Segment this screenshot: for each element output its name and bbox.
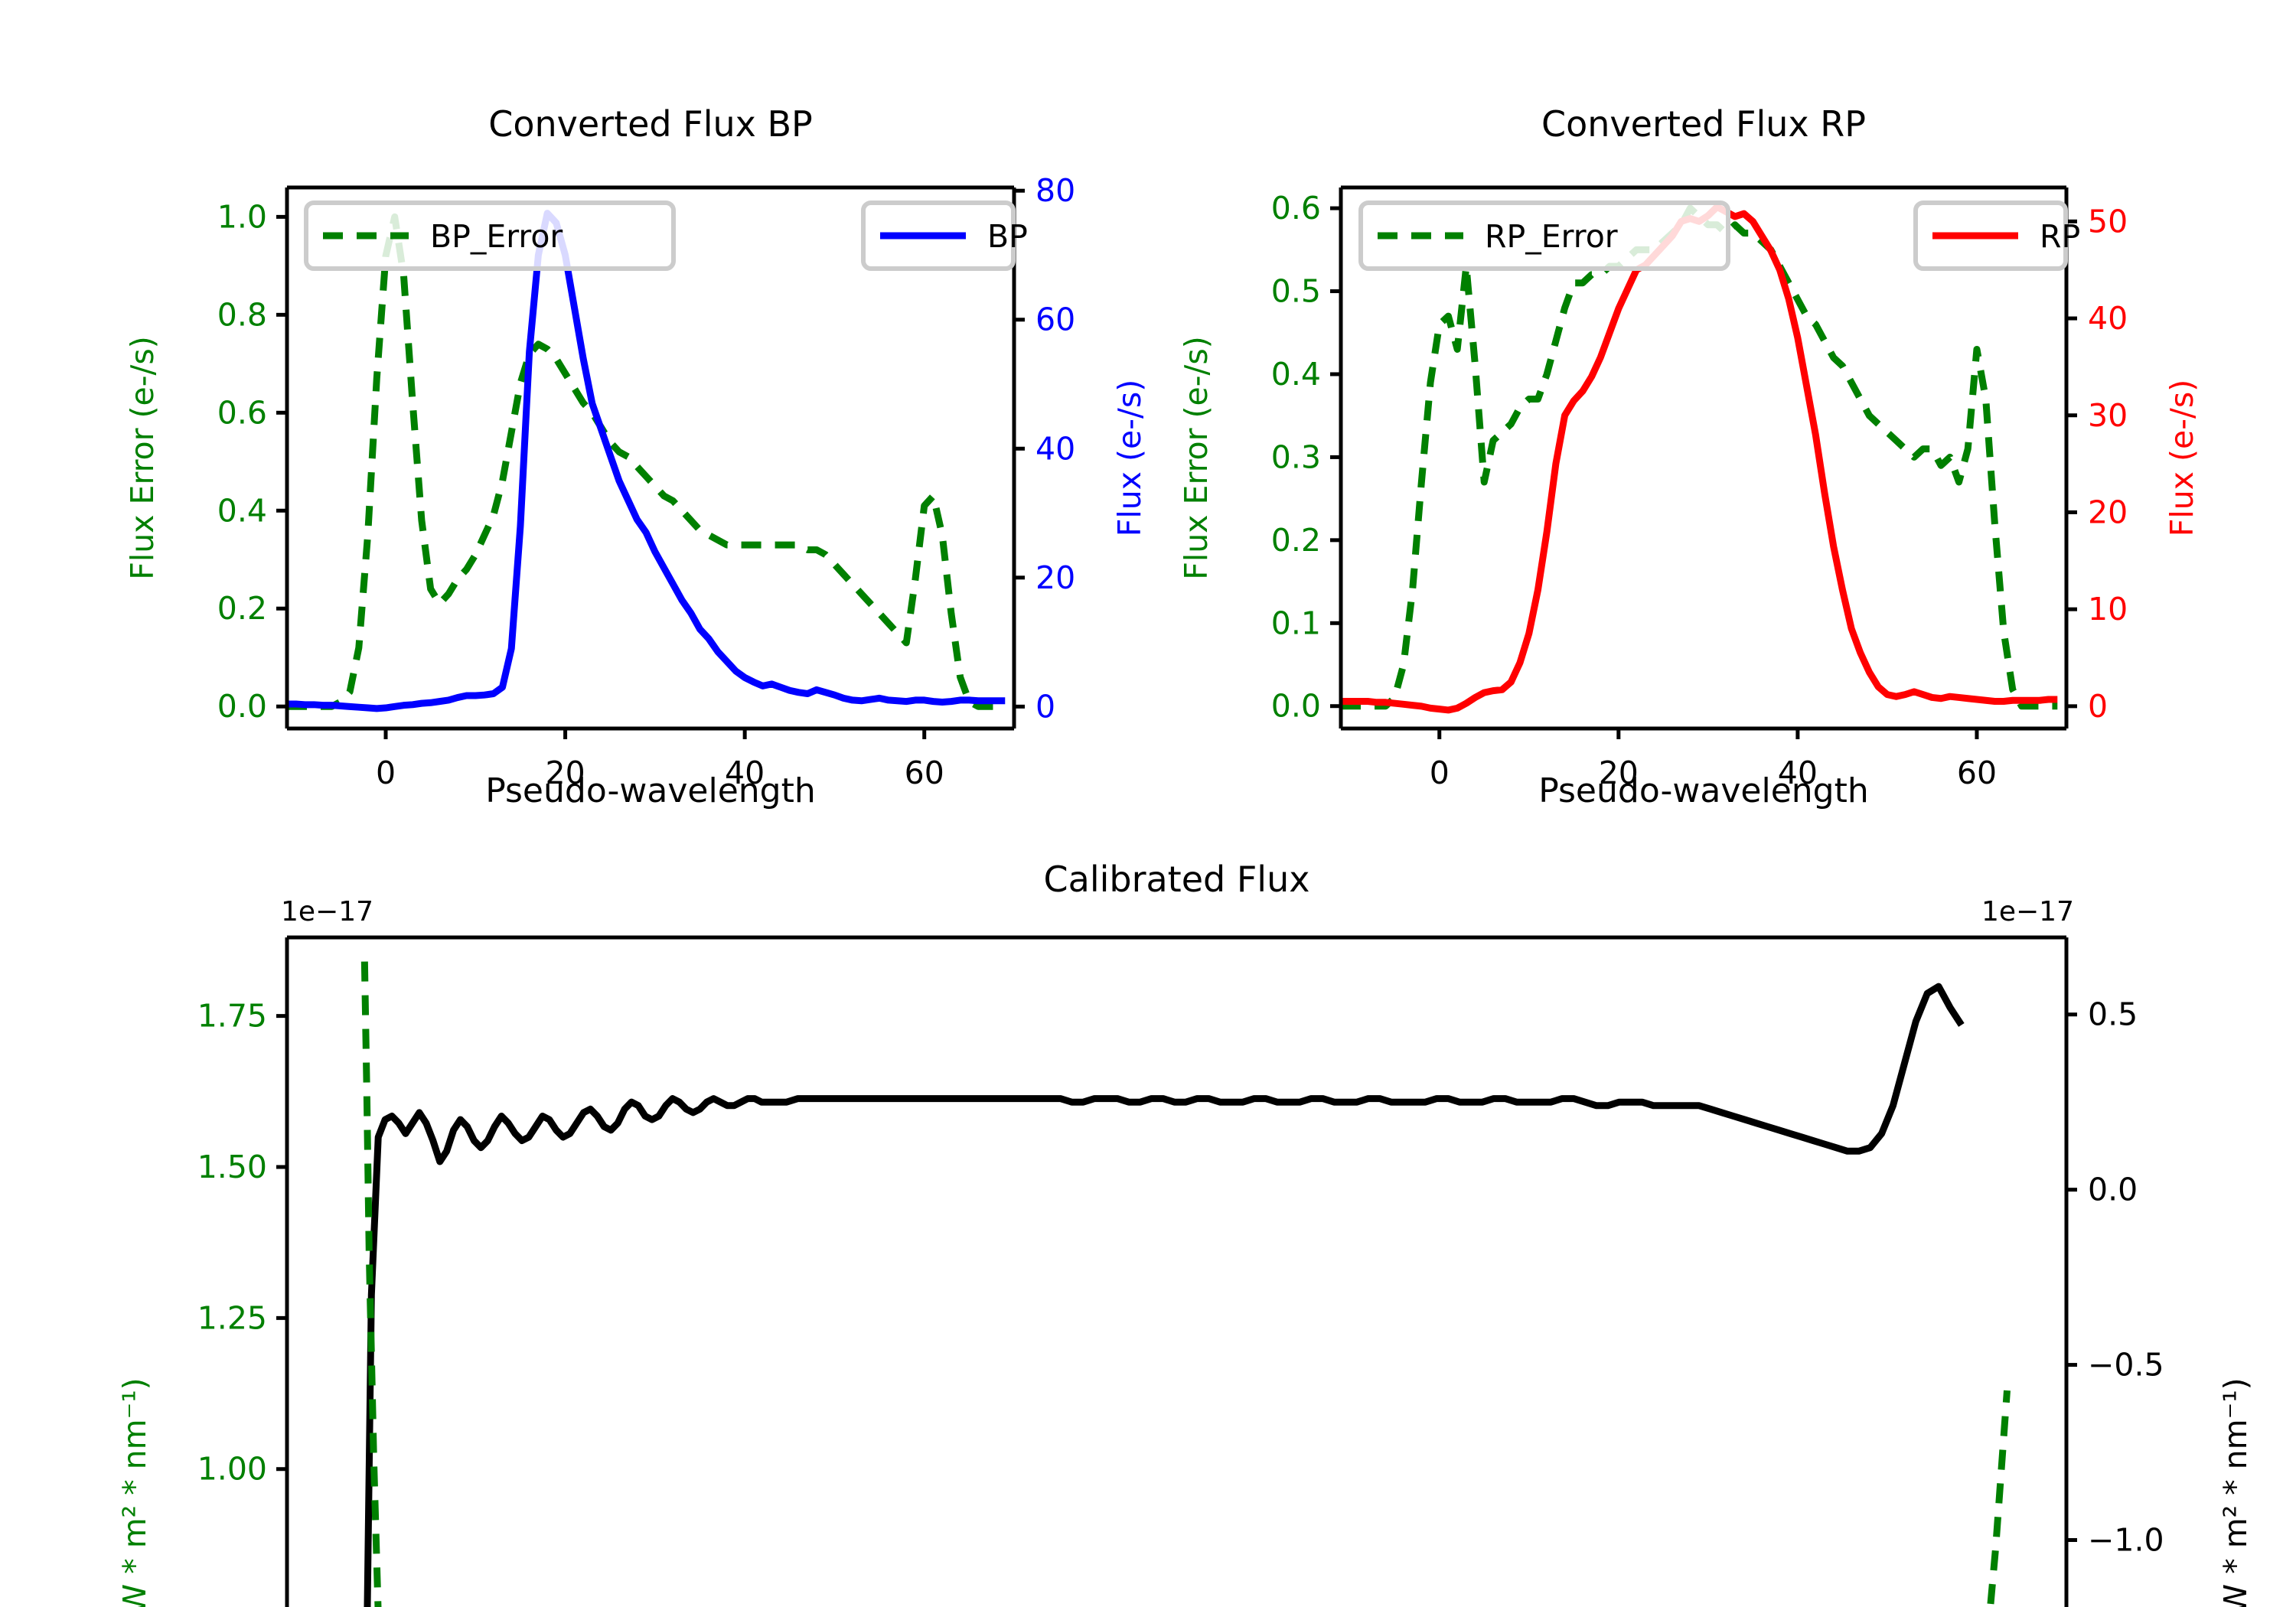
y-tick-label-left: 0.5 — [1271, 273, 1321, 310]
chart-title: Converted Flux RP — [1541, 103, 1866, 145]
y-tick-label-right: 30 — [2088, 397, 2128, 434]
legend-rp[interactable]: RP — [1913, 200, 2080, 271]
legend-label-rp_error: RP_Error — [1485, 218, 1618, 255]
x-axis-label: Pseudo-wavelength — [1538, 771, 1869, 810]
series-line-bp — [287, 210, 1006, 712]
y-tick-label-left: 0.1 — [1271, 605, 1321, 641]
y-exponent-left: 1e−17 — [281, 896, 373, 927]
plot-area — [360, 961, 2011, 1607]
y-exponent-right: 1e−17 — [1981, 896, 2074, 927]
y-tick-label-right: 50 — [2088, 203, 2128, 240]
series-line-bp_error — [287, 213, 1006, 710]
y-axis-right: 0 10 20 30 40 50 Flux (e-/s) — [2066, 203, 2200, 725]
x-tick-label: 20 — [1599, 755, 1639, 791]
y-tick-label-right: 10 — [2088, 591, 2128, 627]
y-axis-label-left: Flux Error (e-/s) — [124, 336, 161, 579]
y-axis-label-left: Flux Error (e-/s) — [1178, 336, 1215, 579]
y-tick-label-left: 0.75 — [197, 1602, 267, 1607]
x-tick-label: 0 — [1430, 755, 1450, 791]
x-tick-label: 60 — [905, 755, 944, 791]
chart-calibrated-flux: 3004005006007008009001000Wavelength (nm)… — [116, 859, 2254, 1607]
series-line-rp_error — [1341, 204, 2058, 710]
y-axis-label-right: Flux (W * m² * nm⁻¹) — [2217, 1377, 2254, 1607]
y-axis-label-left: Flux (W * m² * nm⁻¹) — [116, 1377, 153, 1607]
x-tick-label: 40 — [725, 755, 765, 791]
y-tick-label-right: 40 — [1035, 430, 1075, 467]
y-tick-label-right: 20 — [2088, 494, 2128, 530]
series-line-flux — [364, 983, 1965, 1607]
y-tick-label-right: 60 — [1035, 302, 1075, 338]
x-tick-label: 40 — [1778, 755, 1818, 791]
series-line-flux_error — [360, 961, 2011, 1607]
y-tick-label-right: 0.0 — [2088, 1172, 2138, 1208]
plot-area — [1341, 203, 2058, 714]
x-axis: 0 20 40 60 Pseudo-wavelength — [1430, 729, 1997, 810]
panel-converted-flux-bp: 0 20 40 60 Pseudo-wavelength 0.0 0.2 0.4 0.6 0.8 1… — [0, 0, 1148, 819]
axes-spines — [285, 185, 1016, 731]
y-tick-label-left: 0.4 — [1271, 356, 1321, 393]
panel-calibrated-flux: 3004005006007008009001000Wavelength (nm)… — [0, 819, 2296, 1607]
y-tick-label-right: 80 — [1035, 172, 1075, 209]
y-tick-label-left: 0.4 — [217, 492, 267, 529]
y-axis-label-right: Flux (e-/s) — [2164, 380, 2200, 536]
y-tick-label-left: 0.0 — [1271, 688, 1321, 725]
y-tick-label-left: 1.00 — [197, 1451, 267, 1488]
y-axis-left: 0.0 0.1 0.2 0.3 0.4 0.5 0.6 Flux Error (e-/s) — [1178, 190, 1341, 725]
chart-title: Converted Flux BP — [488, 103, 813, 145]
chart-title: Calibrated Flux — [1044, 859, 1310, 900]
legend-box — [304, 200, 676, 271]
chart-converted-flux-bp: 0 20 40 60 Pseudo-wavelength 0.0 0.2 0.4 0.6 0.8 1… — [124, 103, 1148, 810]
y-tick-label-left: 0.2 — [217, 590, 267, 627]
chart-converted-flux-rp: 0 20 40 60Pseudo-wavelength0.00.10.20.30.40… — [1178, 103, 2200, 810]
y-tick-label-left: 0.3 — [1271, 438, 1321, 475]
y-tick-label-left: 0.0 — [217, 688, 267, 725]
y-tick-label-left: 0.8 — [217, 296, 267, 333]
x-tick-label: 20 — [545, 755, 585, 791]
y-tick-label-left: 0.2 — [1271, 522, 1321, 559]
legend-label-rp: RP — [2040, 218, 2080, 255]
y-tick-label-right: 0 — [1035, 688, 1055, 725]
y-tick-label-left: 1.75 — [197, 998, 267, 1035]
legend-bp[interactable]: BP — [861, 200, 1028, 271]
y-tick-label-right: 40 — [2088, 300, 2128, 337]
y-tick-label-left: 1.25 — [197, 1299, 267, 1336]
y-tick-label-right: −0.5 — [2088, 1347, 2164, 1384]
plot-area — [287, 210, 1006, 712]
y-tick-label-left: 0.6 — [1271, 190, 1321, 227]
legend-rp_error[interactable]: RP_Error — [1358, 200, 1730, 271]
legend-label-bp: BP — [987, 218, 1028, 255]
y-axis-right: 0 20 40 60 80 Flux (e-/s) — [1014, 172, 1148, 725]
x-tick-label: 60 — [1957, 755, 1997, 791]
y-tick-label-left: 1.0 — [217, 198, 267, 235]
x-tick-label: 0 — [376, 755, 396, 791]
x-axis: 0 20 40 60 Pseudo-wavelength — [376, 729, 944, 810]
y-tick-label-left: 0.6 — [217, 394, 267, 431]
x-axis-label: Pseudo-wavelength — [485, 771, 816, 810]
panel-converted-flux-rp: 0 20 40 60 Pseudo-wavelength 0.0 0.1 0.2 0.3 0.4 0… — [1148, 0, 2296, 819]
y-tick-label-right: 0.5 — [2088, 996, 2138, 1033]
y-tick-label-right: 20 — [1035, 559, 1075, 596]
legend-box — [1358, 200, 1730, 271]
y-axis-left: 0.0 0.2 0.4 0.6 0.8 1.0 Flux Error (e-/s) — [124, 198, 287, 725]
y-tick-label-right: −1.0 — [2088, 1522, 2164, 1559]
y-axis-label-right: Flux (e-/s) — [1111, 380, 1148, 536]
y-tick-label-right: 0 — [2088, 688, 2108, 725]
legend-label-bp_error: BP_Error — [430, 218, 563, 255]
y-tick-label-left: 1.50 — [197, 1149, 267, 1185]
legend-bp_error[interactable]: BP_Error — [304, 200, 676, 271]
axes-spines — [285, 935, 2069, 1607]
